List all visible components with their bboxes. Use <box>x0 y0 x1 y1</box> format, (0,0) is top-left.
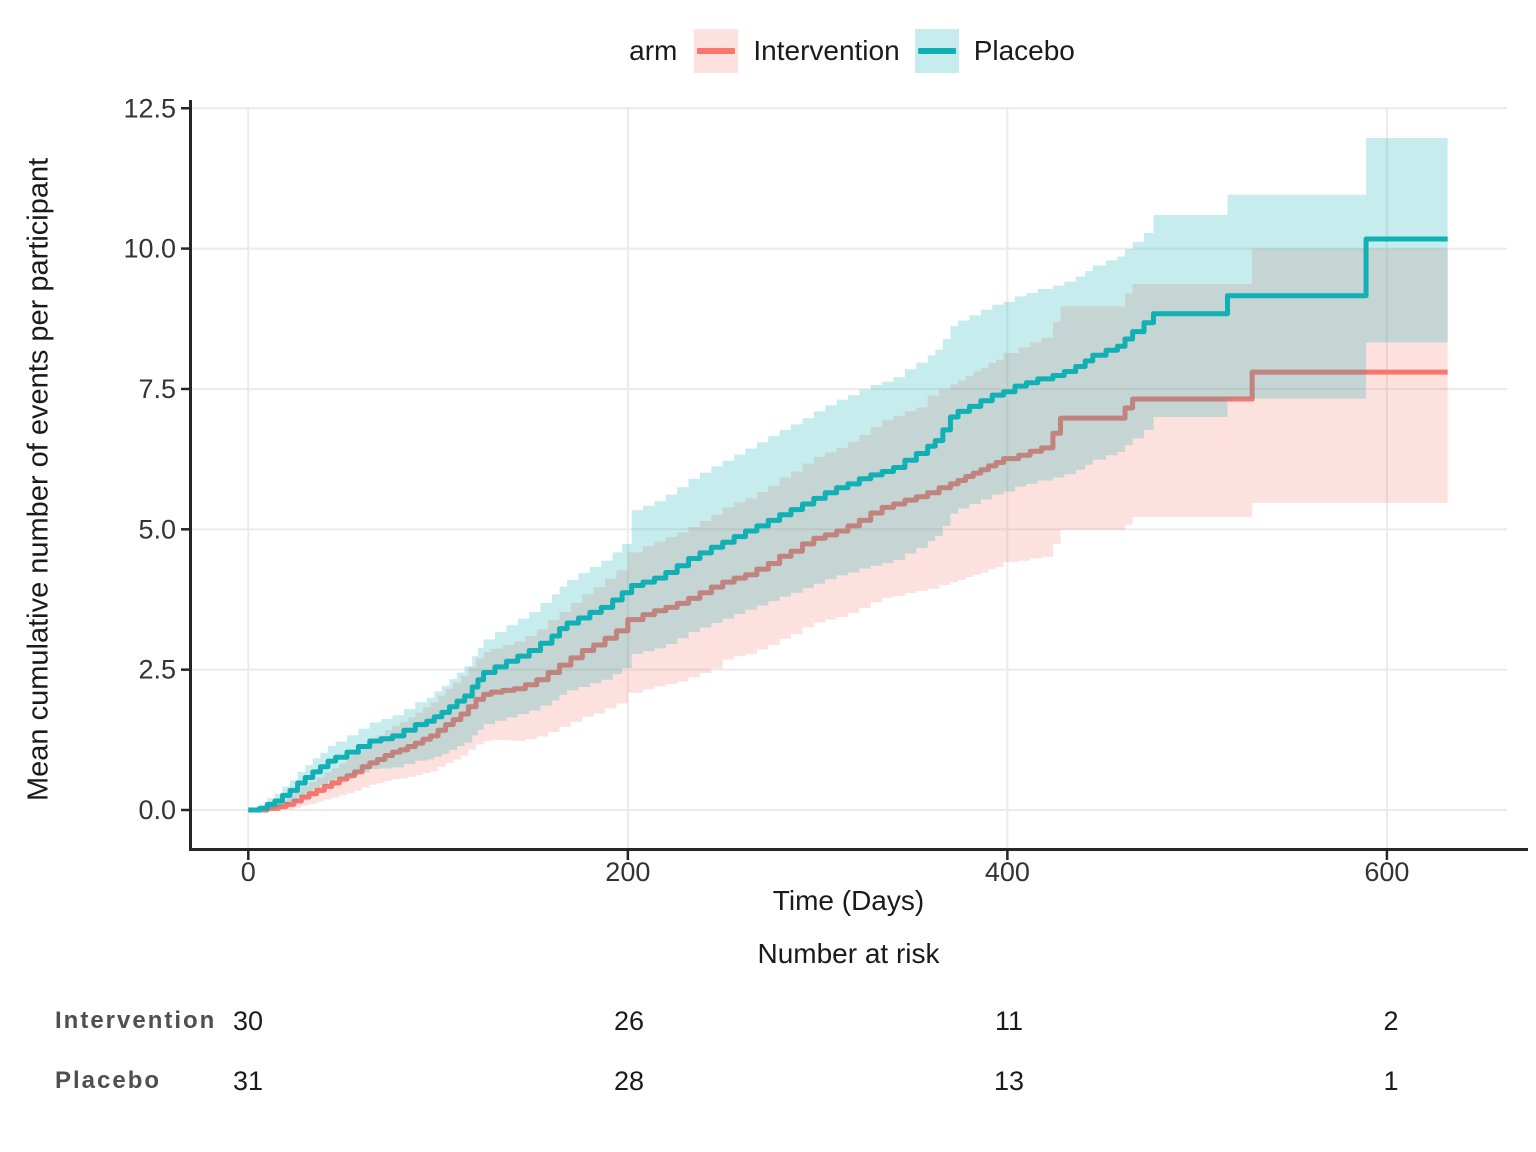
legend-item-placebo[interactable]: Placebo <box>914 29 1075 73</box>
risk-table-title: Number at risk <box>757 938 940 969</box>
risk-count: 28 <box>613 1066 645 1096</box>
y-tick-label: 7.5 <box>138 374 176 404</box>
series-placebo <box>248 138 1448 813</box>
risk-count: 26 <box>613 1006 645 1036</box>
y-axis-title: Mean cumulative number of events per par… <box>22 157 55 801</box>
intervention-line-swatch <box>697 48 736 54</box>
x-tick-label: 400 <box>985 857 1030 887</box>
y-tick-label: 0.0 <box>138 795 176 825</box>
risk-row-label: Placebo <box>55 1067 162 1094</box>
risk-row-placebo: Placebo 31 28 13 1 <box>0 1064 1536 1098</box>
legend-title: arm <box>629 35 678 66</box>
x-tick-label: 600 <box>1364 857 1409 887</box>
legend: arm Intervention Placebo <box>169 28 1535 74</box>
mcf-chart: 0 200 400 600 0.0 2.5 5.0 7.5 10.0 12.5 <box>123 93 1528 887</box>
y-tick-label: 5.0 <box>138 514 176 544</box>
legend-item-intervention[interactable]: Intervention <box>694 29 900 73</box>
risk-count: 30 <box>232 1006 264 1036</box>
risk-count: 1 <box>1383 1066 1399 1096</box>
series-intervention <box>248 248 1448 813</box>
x-tick-label: 0 <box>241 857 256 887</box>
placebo-line-swatch <box>917 48 956 54</box>
placebo-step-line <box>248 236 1448 813</box>
risk-row-intervention: Intervention 30 26 11 2 <box>0 1004 1536 1038</box>
y-tick-label: 12.5 <box>123 93 176 123</box>
risk-count: 31 <box>232 1066 264 1096</box>
y-tick-label: 2.5 <box>138 655 176 685</box>
legend-label-placebo[interactable]: Placebo <box>973 35 1075 66</box>
intervention-ribbon-swatch[interactable] <box>694 29 739 73</box>
placebo-ribbon-swatch[interactable] <box>914 29 959 73</box>
risk-row-label: Intervention <box>55 1007 217 1034</box>
risk-count: 13 <box>993 1066 1025 1096</box>
legend-label-intervention[interactable]: Intervention <box>753 35 900 66</box>
risk-count: 11 <box>994 1006 1024 1036</box>
x-axis-title: Time (Days) <box>772 885 925 916</box>
risk-count: 2 <box>1383 1006 1399 1036</box>
axes: 0 200 400 600 0.0 2.5 5.0 7.5 10.0 12.5 <box>123 93 1528 887</box>
x-tick-label: 200 <box>605 857 650 887</box>
y-tick-label: 10.0 <box>123 234 176 264</box>
intervention-step-line <box>248 369 1448 813</box>
